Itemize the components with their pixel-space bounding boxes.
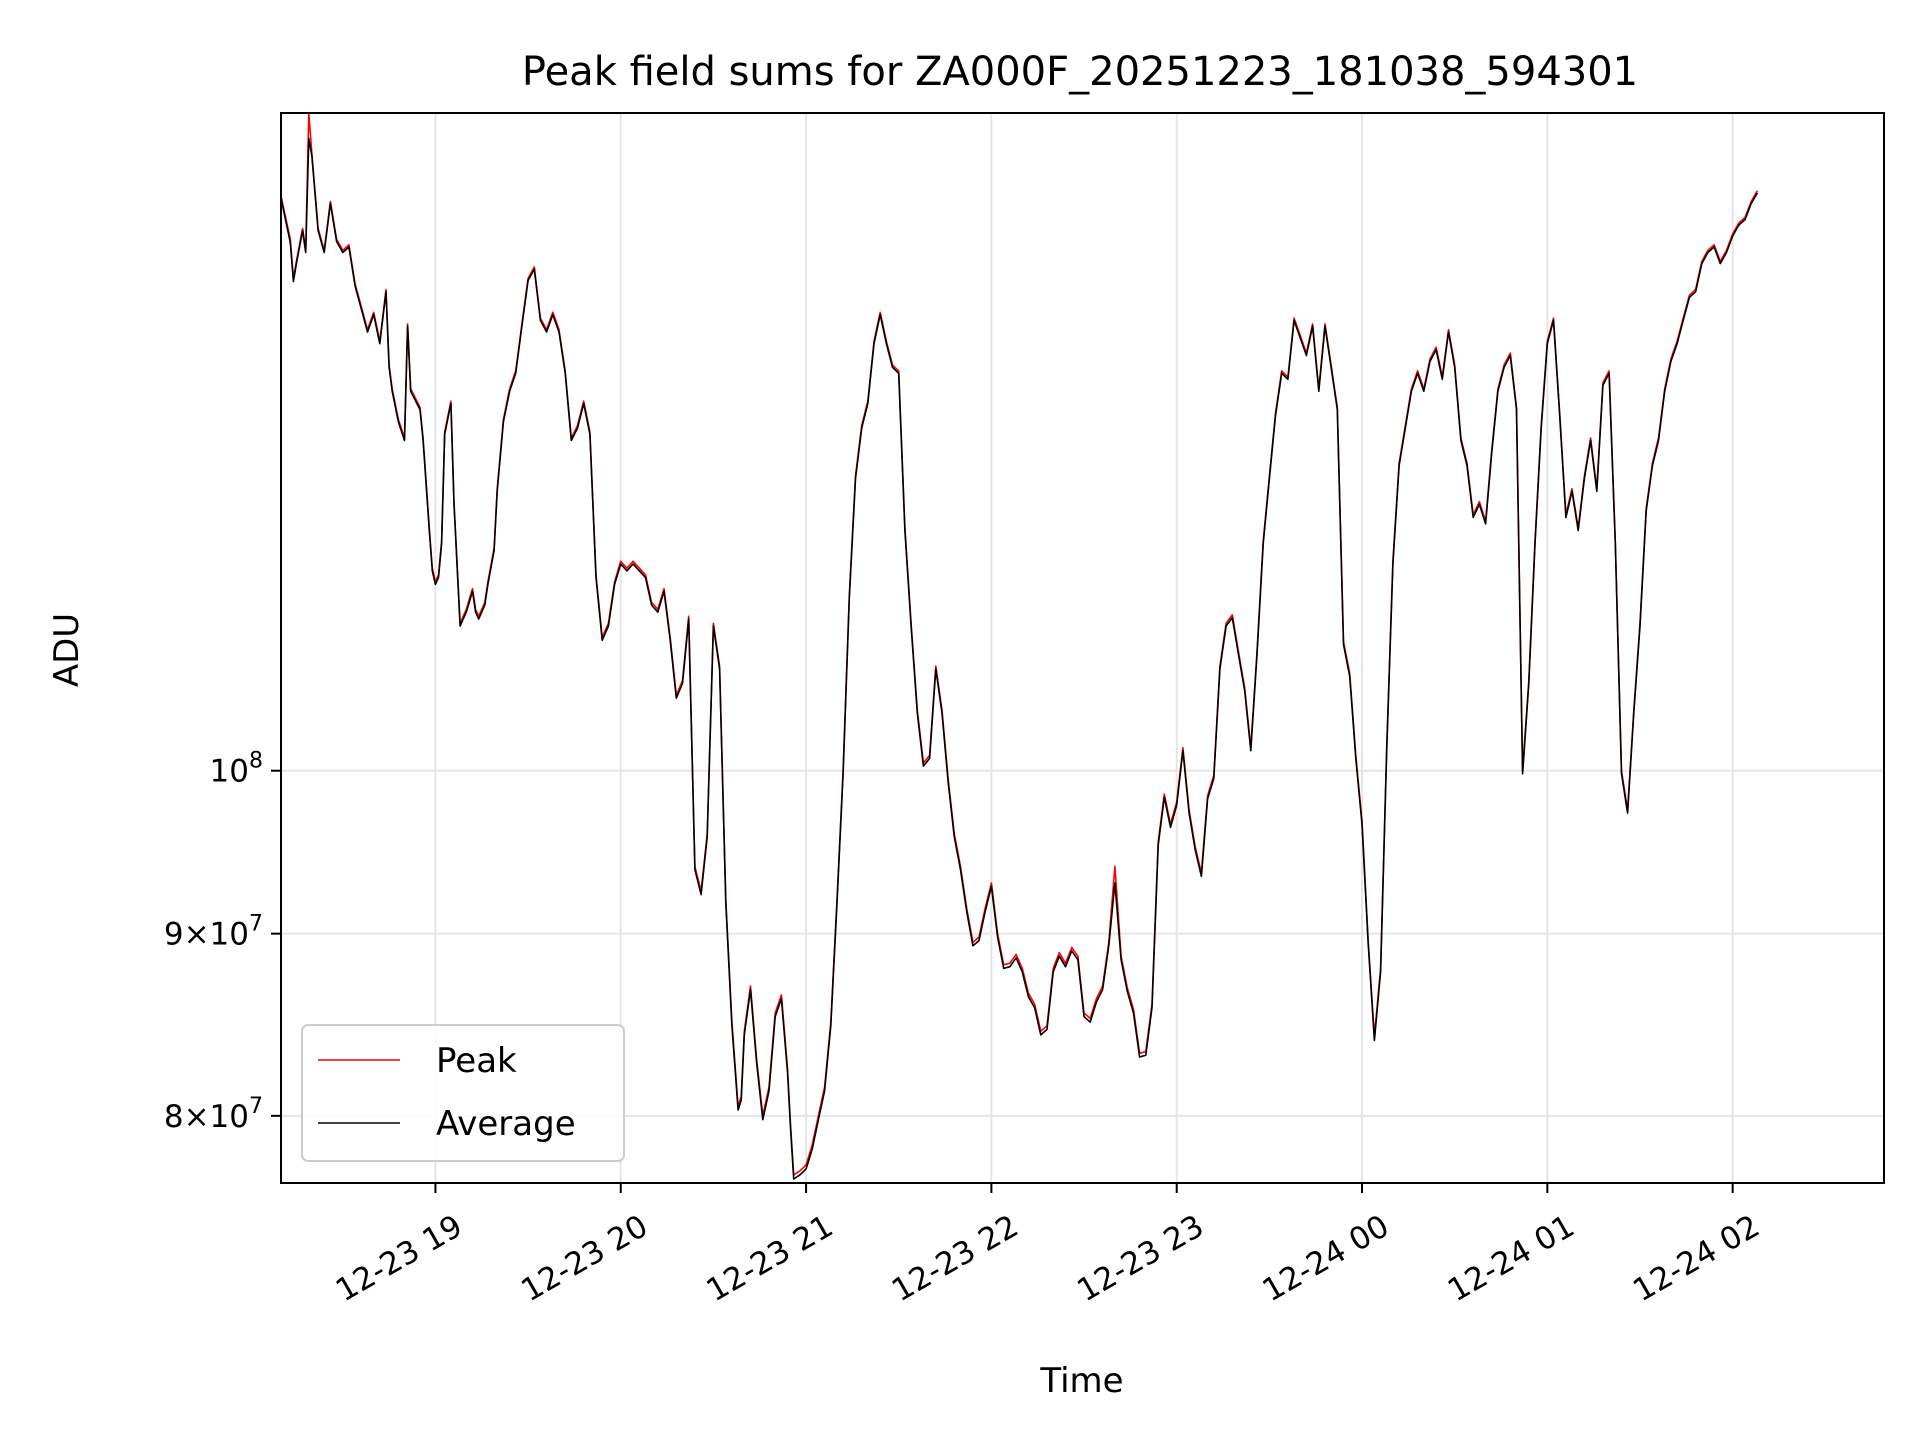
legend-box [301,1024,625,1162]
y-axis-label: ADU [47,613,87,687]
legend: Peak Average [301,1024,625,1162]
chart-title: Peak field sums for ZA000F_20251223_1810… [522,49,1638,95]
series-line-average [281,137,1759,1180]
legend-label-peak: Peak [436,1041,517,1081]
grid [281,113,1884,1183]
y-tick-label-0: 8×107 [164,1094,263,1135]
x-axis-label: Time [1039,1361,1123,1401]
y-axis-ticks: 8×107 9×107 108 [164,749,281,1135]
y-tick-label-2: 108 [210,749,263,790]
y-tick-label-1: 9×107 [164,912,263,953]
plot-frame [280,112,1885,1184]
legend-label-average: Average [436,1104,576,1144]
